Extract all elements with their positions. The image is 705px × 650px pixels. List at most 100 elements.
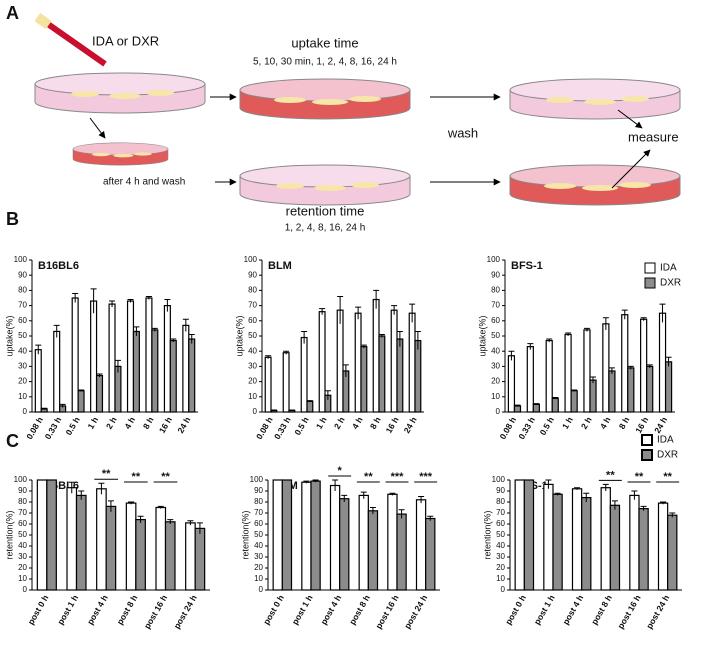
bar: [300, 336, 308, 413]
legend-label: DXR: [657, 450, 678, 461]
bar: [145, 297, 153, 413]
error-bar: [665, 356, 672, 367]
error-bar: [332, 479, 339, 491]
bar: [390, 309, 398, 413]
legend-label: IDA: [660, 263, 677, 274]
error-bar: [546, 338, 553, 343]
error-bar: [508, 350, 515, 361]
chart-title: BLM: [268, 260, 292, 272]
dish: [509, 78, 681, 120]
y-tick-label: 60: [496, 519, 505, 528]
error-bar: [427, 515, 434, 521]
y-tick-label: 100: [250, 475, 264, 484]
error-bar: [188, 333, 195, 344]
significance-label: *: [338, 465, 343, 477]
bar: [507, 355, 516, 413]
y-tick-label: 40: [491, 346, 500, 355]
x-tick-label: 0.5 h: [538, 415, 556, 437]
y-tick-label: 90: [496, 486, 505, 495]
y-tick-label: 30: [248, 362, 257, 371]
error-bar: [127, 299, 134, 303]
x-tick-label: 0.33 h: [272, 415, 293, 441]
panel-label: C: [6, 431, 19, 451]
retention-times: 1, 2, 4, 8, 16, 24 h: [285, 223, 366, 234]
x-tick-label: post 1 h: [55, 593, 80, 626]
error-bar: [114, 359, 121, 373]
uptake-title: uptake time: [291, 35, 358, 50]
x-tick-label: 2 h: [104, 415, 119, 431]
arrow: [89, 117, 106, 139]
bar: [151, 329, 159, 413]
y-tick-label: 30: [18, 552, 27, 561]
error-bar: [306, 400, 313, 403]
error-bar: [187, 520, 194, 526]
y-tick-label: 60: [18, 316, 27, 325]
x-tick-label: 24 h: [402, 415, 419, 435]
error-bar: [660, 501, 667, 505]
error-bar: [301, 330, 308, 344]
x-tick-label: 4 h: [598, 415, 613, 431]
bar: [77, 390, 85, 413]
bar: [387, 493, 398, 591]
error-bar: [164, 299, 171, 312]
error-bar: [640, 317, 647, 321]
error-bar: [109, 300, 116, 308]
bar: [657, 502, 669, 591]
error-bar: [182, 318, 189, 332]
x-tick-label: 1 h: [314, 415, 329, 431]
panel-label: A: [6, 3, 19, 23]
x-tick-label: post 4 h: [318, 593, 343, 626]
y-tick-label: 80: [18, 286, 27, 295]
y-tick-label: 30: [254, 552, 263, 561]
x-tick-label: 4 h: [122, 415, 137, 431]
error-bar: [533, 403, 540, 406]
bar: [185, 522, 196, 591]
y-tick-label: 100: [14, 255, 28, 264]
error-bar: [133, 326, 140, 336]
x-tick-label: 16 h: [157, 415, 174, 435]
x-tick-label: 2 h: [332, 415, 347, 431]
y-tick-label: 80: [496, 497, 505, 506]
y-tick-label: 0: [259, 585, 264, 594]
x-tick-label: 0.08 h: [497, 415, 518, 441]
retention-title: retention time: [286, 203, 365, 218]
y-tick-label: 60: [491, 316, 500, 325]
y-tick-label: 90: [18, 486, 27, 495]
error-bar: [527, 343, 534, 350]
bar: [523, 479, 535, 591]
error-bar: [170, 338, 177, 343]
error-bar: [611, 500, 618, 510]
bar: [354, 312, 362, 413]
x-tick-label: post 0 h: [26, 593, 51, 626]
bar: [135, 518, 146, 591]
error-bar: [409, 303, 416, 323]
y-tick-label: 90: [254, 486, 263, 495]
y-tick-label: 20: [18, 377, 27, 386]
significance-label: ***: [391, 471, 405, 483]
error-bar: [414, 330, 421, 350]
bar: [272, 479, 283, 591]
pipette-bulb: [34, 12, 52, 30]
chart-title: B16BL6: [38, 260, 79, 272]
y-tick-label: 40: [496, 541, 505, 550]
y-tick-label: 40: [254, 541, 263, 550]
bar: [342, 370, 350, 413]
significance-label: **: [132, 471, 141, 483]
bar: [301, 481, 312, 591]
error-bar: [360, 344, 367, 349]
error-bar: [107, 500, 114, 512]
bar: [318, 311, 326, 413]
error-bar: [90, 288, 97, 314]
y-tick-label: 20: [491, 377, 500, 386]
x-tick-label: 16 h: [633, 415, 650, 435]
significance-label: **: [635, 471, 644, 483]
y-tick-label: 20: [254, 563, 263, 572]
bar: [532, 403, 540, 413]
error-bar: [319, 308, 326, 315]
x-tick-label: 0.5 h: [63, 415, 81, 437]
bar: [125, 502, 137, 591]
pipette: [43, 19, 107, 67]
y-axis-label: uptake(%): [234, 315, 244, 356]
y-tick-label: 40: [18, 541, 27, 550]
x-tick-label: 24 h: [652, 415, 669, 435]
